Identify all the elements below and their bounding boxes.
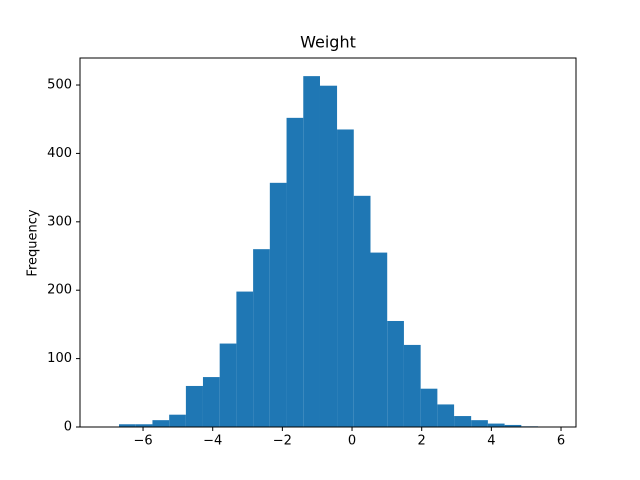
bar — [286, 117, 304, 428]
y-tick-label: 0 — [64, 420, 72, 435]
bar — [185, 385, 203, 427]
bar — [454, 416, 472, 427]
bar — [236, 291, 254, 427]
plot-frame — [79, 57, 577, 428]
bar — [319, 85, 338, 427]
bar — [403, 344, 421, 427]
x-tick-label: −6 — [133, 434, 152, 449]
y-tick-label: 200 — [47, 283, 72, 298]
bar — [387, 320, 404, 427]
y-tick-label: 500 — [47, 78, 72, 93]
bar — [169, 414, 186, 427]
x-tick-label: 4 — [487, 434, 495, 449]
bar — [487, 423, 505, 427]
bar — [219, 343, 237, 427]
bar — [303, 76, 320, 427]
x-tick-label: 6 — [557, 434, 565, 449]
x-tick-label: −4 — [203, 434, 222, 449]
bar — [152, 420, 170, 427]
bar — [437, 404, 455, 427]
y-tick-label: 400 — [47, 146, 72, 161]
bar — [420, 388, 438, 427]
bar — [337, 129, 354, 427]
bar — [253, 249, 270, 427]
bar — [504, 424, 522, 427]
bar — [471, 420, 488, 427]
x-tick-label: 0 — [348, 434, 356, 449]
chart-title: Weight — [300, 33, 356, 52]
y-tick-label: 300 — [47, 214, 72, 229]
x-tick-label: 2 — [418, 434, 426, 449]
x-tick-label: −2 — [273, 434, 292, 449]
y-tick-label: 100 — [47, 351, 72, 366]
bar — [269, 182, 287, 427]
y-axis-label: Frequency — [26, 209, 41, 276]
bar — [135, 424, 153, 427]
bar — [353, 195, 371, 427]
bar — [370, 252, 388, 427]
bar — [202, 377, 220, 427]
bar — [119, 424, 136, 427]
